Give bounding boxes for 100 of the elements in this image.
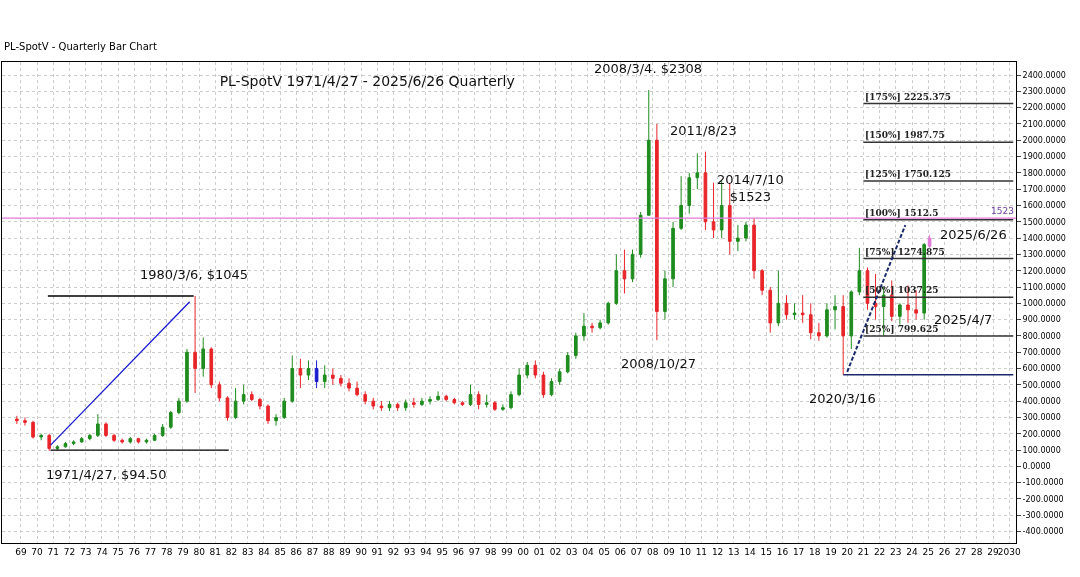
y-tick-label: 700.0000: [1022, 348, 1061, 358]
x-tick-label: 90: [355, 546, 368, 557]
y-tick-label: 300.0000: [1022, 413, 1061, 423]
candlestick: [695, 152, 700, 190]
candlestick: [177, 397, 181, 415]
candlestick: [533, 359, 538, 379]
x-tick-label: 78: [160, 546, 173, 557]
y-tick-label: 1600.0000: [1022, 201, 1066, 211]
x-tick-label: 10: [679, 546, 692, 557]
y-tick-label: -400.0000: [1022, 527, 1064, 537]
y-tick-label: 500.0000: [1022, 380, 1061, 390]
candlestick: [314, 359, 319, 389]
candlestick: [79, 436, 84, 444]
candlestick: [160, 423, 165, 438]
candlestick: [849, 289, 854, 350]
annotation: 2014/7/10 $1523: [717, 172, 784, 204]
candlestick: [736, 224, 740, 252]
candlestick: [484, 394, 489, 409]
candlestick: [209, 346, 214, 389]
candlestick: [509, 390, 513, 410]
y-tick-label: 600.0000: [1022, 364, 1061, 374]
y-tick-label: 1100.0000: [1022, 282, 1066, 292]
candlestick: [241, 384, 246, 405]
candlestick: [760, 268, 764, 296]
x-tick-label: 80: [193, 546, 206, 557]
candlestick: [606, 301, 611, 326]
x-tick-label: 15: [760, 546, 772, 557]
candlestick: [128, 436, 133, 445]
candlestick: [379, 400, 384, 412]
candlestick: [31, 420, 35, 440]
x-tick-label: 99: [501, 546, 513, 557]
x-tick-label: 87: [306, 546, 319, 557]
candlestick: [841, 294, 845, 376]
candlestick: [363, 390, 368, 405]
candlestick: [201, 337, 206, 378]
candlestick: [282, 397, 287, 420]
candlestick: [687, 172, 692, 215]
y-tick-label: -300.0000: [1022, 511, 1064, 521]
candlestick: [71, 439, 76, 446]
y-tick-label: 1000.0000: [1022, 299, 1066, 309]
candlestick: [298, 358, 303, 389]
annotation: 2008/3/4. $2308: [594, 61, 703, 76]
candlestick: [412, 397, 416, 409]
x-tick-label: 72: [63, 546, 76, 557]
candlestick: [144, 438, 149, 445]
candlestick: [622, 249, 627, 295]
candlestick: [420, 397, 424, 407]
x-tick-label: 89: [339, 546, 351, 557]
candlestick: [582, 312, 586, 342]
annotation: 2020/3/16: [809, 391, 876, 406]
candlestick: [501, 403, 505, 412]
candlestick: [274, 413, 278, 427]
candlestick: [436, 390, 440, 402]
x-tick-label: 74: [96, 546, 108, 557]
x-tick-label: 09: [663, 546, 675, 557]
candlestick: [249, 390, 254, 402]
candlestick: [339, 374, 343, 387]
candlestick: [306, 359, 311, 381]
candlestick: [185, 348, 189, 404]
candlestick: [792, 302, 797, 321]
candlestick: [233, 387, 238, 420]
x-tick-label: 85: [274, 546, 286, 557]
candlestick: [857, 247, 862, 296]
x-tick-label: 22: [873, 546, 886, 557]
candlestick: [800, 294, 805, 324]
x-tick-label: 82: [225, 546, 238, 557]
x-tick-label: 14: [744, 546, 756, 557]
candlestick: [703, 151, 708, 231]
candlestick: [679, 175, 683, 231]
y-tick-label: 2200.0000: [1022, 103, 1066, 113]
x-tick-label: 04: [582, 546, 594, 557]
candlestick: [776, 270, 781, 327]
annotation: 1971/4/27, $94.50: [46, 467, 167, 482]
x-tick-label: 01: [533, 546, 546, 557]
x-tick-label: 07: [630, 546, 643, 557]
candlestick: [355, 381, 359, 397]
candlestick: [541, 371, 546, 399]
candlestick: [322, 364, 327, 389]
candlestick: [671, 221, 675, 288]
series-label: [125%] 1750.125: [865, 169, 951, 179]
x-tick-label: 94: [420, 546, 432, 557]
y-tick-label: 1500.0000: [1022, 217, 1066, 227]
candlestick: [23, 416, 27, 427]
text: PL-SpotV 1971/4/27 - 2025/6/26 Quarterly: [219, 72, 515, 89]
candlestick: [460, 400, 465, 407]
x-tick-label: 73: [79, 546, 92, 557]
candlestick: [168, 410, 173, 430]
candlestick: [927, 234, 932, 249]
x-tick-label: 06: [614, 546, 627, 557]
x-tick-label: 11: [695, 546, 708, 557]
x-tick-label: 20: [841, 546, 854, 557]
candlestick: [808, 302, 813, 340]
x-tick-label: 93: [404, 546, 416, 557]
candlestick: [104, 421, 108, 438]
candlestick: [646, 89, 651, 216]
x-tick-label: 21: [857, 546, 870, 557]
series-label: [100%] 1512.5: [865, 208, 939, 218]
x-tick-label: 70: [31, 546, 44, 557]
x-tick-label: 69: [15, 546, 27, 557]
candlestick: [39, 433, 43, 441]
